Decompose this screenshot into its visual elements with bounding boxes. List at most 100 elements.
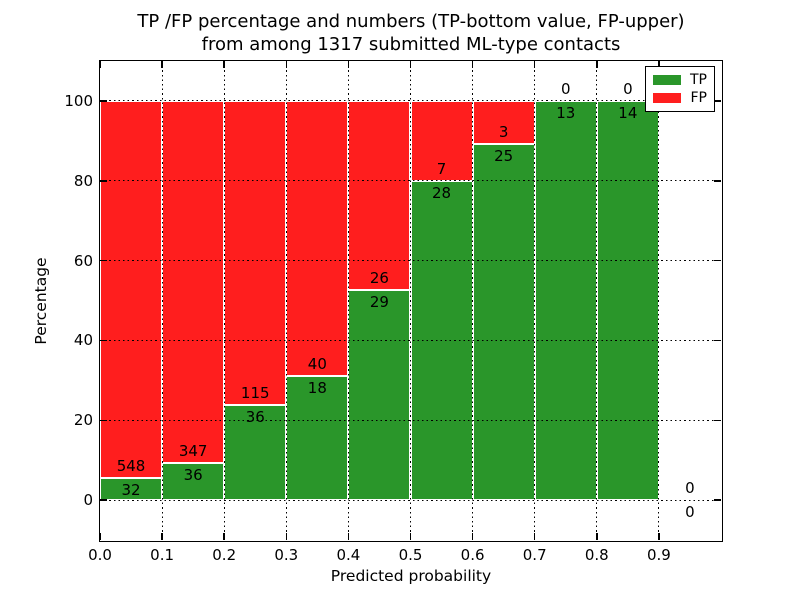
x-tick-mark-bottom (471, 533, 474, 540)
value-label-fp: 115 (240, 383, 270, 402)
bar-tp-0.4 (348, 289, 411, 501)
x-tick-mark-bottom (533, 533, 536, 540)
y-tick-label: 100 (64, 91, 93, 110)
x-tick-mark-bottom (223, 533, 225, 540)
legend: TP FP (645, 66, 715, 112)
x-tick-label: 0.1 (150, 546, 175, 564)
x-tick-label: 0.9 (646, 546, 671, 564)
y-tick-mark-left (100, 339, 107, 342)
value-label-tp: 25 (494, 146, 514, 165)
y-tick-label: 0 (83, 491, 93, 510)
x-tick-label: 0.5 (398, 546, 423, 564)
x-tick-mark-top (99, 61, 101, 68)
value-label-fp: 548 (116, 457, 146, 476)
chart-title-line-2: from among 1317 submitted ML-type contac… (201, 34, 621, 55)
gridline-y (100, 180, 721, 182)
value-label-fp: 40 (307, 355, 327, 374)
gridline-x (285, 61, 287, 540)
value-label-fp: 0 (685, 479, 695, 498)
y-tick-label: 60 (73, 251, 93, 270)
x-tick-mark-bottom (347, 533, 350, 540)
y-tick-mark-right (714, 499, 721, 501)
x-tick-mark-top (223, 61, 225, 68)
chart-title: TP /FP percentage and numbers (TP-bottom… (99, 10, 723, 56)
gridline-x (472, 61, 474, 540)
value-label-fp: 347 (178, 441, 208, 460)
y-tick-mark-right (714, 180, 721, 182)
chart-title-line-1: TP /FP percentage and numbers (TP-bottom… (137, 11, 685, 32)
x-tick-label: 0.8 (584, 546, 609, 564)
y-tick-mark-right (714, 259, 721, 262)
value-label-fp: 0 (623, 79, 633, 98)
x-tick-mark-bottom (285, 533, 288, 540)
x-tick-mark-bottom (161, 533, 163, 540)
bar-tp-0.6 (472, 143, 535, 501)
value-label-tp: 28 (432, 183, 452, 202)
x-tick-mark-top (471, 61, 474, 68)
y-tick-mark-right (714, 100, 721, 102)
gridline-y (100, 499, 721, 501)
x-tick-mark-top (409, 61, 412, 68)
plot-area: 548 32 347 36 115 36 40 18 26 29 7 28 3 25 0 13 0 14 0 0 0.0… (64, 60, 723, 564)
y-tick-mark-left (100, 499, 107, 501)
gridline-x (161, 61, 163, 540)
value-label-tp: 13 (556, 103, 576, 122)
bar-tp-0.8 (596, 100, 659, 501)
x-tick-mark-top (596, 61, 598, 68)
y-tick-mark-right (714, 419, 721, 421)
value-label-tp: 32 (121, 481, 141, 500)
y-tick-label: 80 (73, 171, 93, 190)
value-label-tp: 14 (618, 103, 638, 122)
value-label-fp: 3 (498, 122, 509, 141)
bar-tp-0.2 (224, 404, 287, 501)
legend-label-fp: FP (690, 89, 708, 106)
legend-swatch-fp (653, 92, 681, 103)
bar-fp-0.4 (348, 100, 411, 290)
y-tick-label: 40 (73, 331, 93, 350)
legend-item-tp: TP (653, 73, 707, 87)
value-label-tp: 0 (685, 503, 695, 522)
x-tick-label: 0.0 (88, 546, 112, 564)
x-tick-mark-top (285, 61, 288, 68)
value-label-tp: 18 (307, 379, 327, 398)
bar-tp-0.7 (534, 100, 597, 501)
bar-tp-0.3 (286, 376, 349, 501)
gridline-y (100, 100, 721, 102)
plot-canvas: 548 32 347 36 115 36 40 18 26 29 7 28 3 25 0 13 0 14 0 0 0.0… (64, 61, 721, 564)
y-tick-mark-right (714, 339, 721, 342)
x-tick-mark-bottom (596, 533, 598, 540)
x-tick-mark-top (533, 61, 536, 68)
gridline-x (658, 61, 660, 540)
legend-label-tp: TP (690, 72, 707, 89)
y-tick-mark-left (100, 180, 107, 182)
gridline-x (223, 61, 225, 540)
value-label-tp: 29 (369, 292, 389, 311)
value-label-tp: 36 (183, 465, 203, 484)
legend-item-fp: FP (653, 91, 707, 105)
gridline-y (100, 260, 721, 262)
bar-fp-0.1 (162, 100, 225, 463)
bar-fp-0.5 (410, 100, 473, 181)
value-label-tp: 36 (245, 407, 265, 426)
x-tick-mark-bottom (409, 533, 412, 540)
y-tick-mark-left (100, 100, 107, 102)
y-tick-mark-left (100, 259, 107, 262)
bar-tp-0.1 (162, 462, 225, 501)
x-tick-label: 0.2 (212, 546, 237, 564)
value-label-fp: 7 (436, 159, 447, 178)
bar-fp-0.2 (224, 100, 287, 405)
x-tick-label: 0.3 (274, 546, 299, 564)
x-tick-mark-top (161, 61, 163, 68)
bar-fp-0.3 (286, 100, 349, 377)
bar-tp-0.0 (100, 478, 163, 501)
bar-fp-0.0 (100, 100, 163, 479)
x-tick-mark-top (658, 61, 660, 68)
gridline-x (347, 61, 349, 540)
legend-swatch-tp (653, 75, 681, 86)
gridline-x (410, 61, 411, 540)
y-tick-label: 20 (73, 411, 93, 430)
value-label-fp: 26 (369, 268, 389, 287)
x-tick-label: 0.7 (522, 546, 547, 564)
gridline-x (596, 61, 598, 540)
